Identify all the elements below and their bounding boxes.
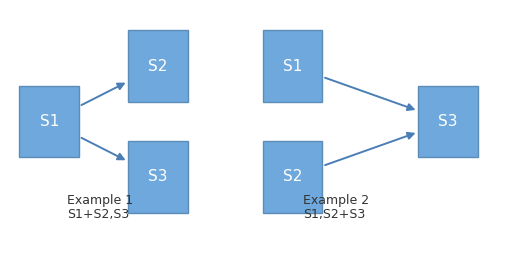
Text: Example 2: Example 2	[303, 194, 369, 207]
Text: S1: S1	[39, 114, 59, 129]
Text: S2: S2	[148, 59, 168, 74]
FancyBboxPatch shape	[20, 86, 79, 157]
Text: Example 1: Example 1	[67, 194, 134, 207]
FancyBboxPatch shape	[128, 30, 188, 102]
Text: S2: S2	[283, 169, 303, 184]
Text: S1: S1	[283, 59, 303, 74]
Text: S1,S2+S3: S1,S2+S3	[303, 208, 365, 221]
Text: S1+S2,S3: S1+S2,S3	[67, 208, 130, 221]
FancyBboxPatch shape	[128, 141, 188, 213]
FancyBboxPatch shape	[419, 86, 478, 157]
FancyBboxPatch shape	[263, 141, 322, 213]
Text: S3: S3	[148, 169, 168, 184]
Text: S3: S3	[438, 114, 458, 129]
FancyBboxPatch shape	[263, 30, 322, 102]
